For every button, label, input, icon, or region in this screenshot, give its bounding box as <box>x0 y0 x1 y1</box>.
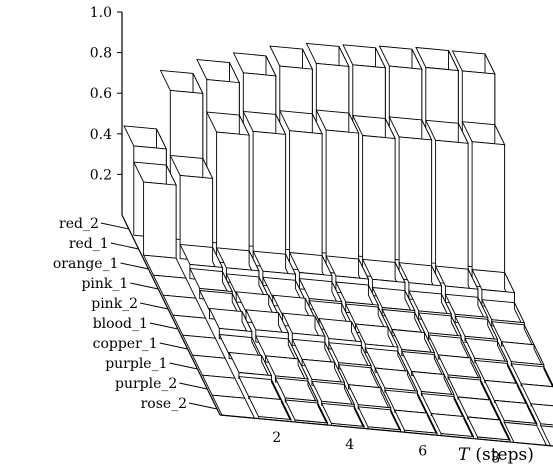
bar-3d <box>425 119 469 286</box>
bar-front <box>325 129 360 276</box>
bar-3d <box>315 109 360 276</box>
bar-front <box>362 135 396 280</box>
x-axis-label: T (steps) <box>458 445 534 465</box>
bar-front <box>398 136 433 283</box>
bar-3d <box>206 111 250 266</box>
bar-front <box>216 131 250 266</box>
row-label: red_2 <box>59 216 99 232</box>
bar-top <box>152 274 197 299</box>
row-label: pink_1 <box>81 276 128 292</box>
row-tick-mark <box>110 242 139 250</box>
bar-3d <box>152 274 197 299</box>
row-tick-mark <box>100 222 129 230</box>
bar-top <box>162 294 207 319</box>
bar-3d <box>361 258 406 300</box>
row-tick-mark <box>120 262 149 270</box>
bar-top <box>142 254 187 279</box>
bar-3d <box>242 110 287 269</box>
bar-top <box>201 374 246 399</box>
bar-3d <box>201 374 246 399</box>
bar-side <box>543 366 553 389</box>
bar-top <box>172 314 217 339</box>
bar-top <box>539 425 553 447</box>
bar-3d <box>357 406 402 433</box>
bar-3d <box>162 294 207 319</box>
bar-3d <box>211 394 256 419</box>
row-tick-mark <box>189 402 218 410</box>
bar-front <box>289 130 323 273</box>
bar-top <box>191 354 236 379</box>
z-tick-label: 0.4 <box>90 127 112 143</box>
bar-top <box>182 334 226 359</box>
z-tick-label: 0.8 <box>90 46 112 62</box>
row-label: rose_2 <box>141 396 188 412</box>
row-label: purple_2 <box>115 376 177 392</box>
bar-front <box>143 181 177 259</box>
bar-3d <box>279 110 323 273</box>
bar-3d <box>493 399 538 426</box>
bar-3d <box>191 354 236 379</box>
bar-top <box>510 363 553 388</box>
bar-3d <box>142 254 187 279</box>
row-tick-mark <box>140 302 169 310</box>
x-tick-label: 6 <box>418 444 427 460</box>
bar-3d <box>466 416 511 443</box>
z-tick-label: 1.0 <box>90 5 112 21</box>
row-tick-mark <box>159 342 188 350</box>
bar-top <box>520 383 553 407</box>
z-tick-label: 0.2 <box>90 167 112 183</box>
bar-3d <box>352 114 396 280</box>
bar-3d <box>264 355 309 386</box>
bar-front <box>435 139 469 286</box>
x-tick-label: 2 <box>272 430 281 446</box>
bar-3d <box>133 161 177 259</box>
bar-3d <box>393 409 438 436</box>
x-tick-label: 4 <box>345 437 354 453</box>
bar-3d <box>172 314 217 339</box>
row-tick-mark <box>169 362 198 370</box>
row-label: red_1 <box>69 236 109 252</box>
time-axis-line <box>219 414 553 447</box>
bar-3d <box>539 425 553 447</box>
bars-group <box>123 42 553 447</box>
bar-3d <box>410 370 455 400</box>
row-tick-mark <box>149 322 178 330</box>
x-tick-label: 8 <box>491 451 500 467</box>
bar-front <box>471 141 506 290</box>
row-label: purple_1 <box>105 356 167 372</box>
row-label: orange_1 <box>53 256 119 272</box>
row-label: copper_1 <box>93 336 158 352</box>
bar-front <box>540 423 553 428</box>
bar-front <box>252 130 287 269</box>
bar-3d <box>182 334 226 359</box>
back-axis-group: 0.2 0.4 0.6 0.8 1.0 <box>90 5 123 215</box>
row-label: pink_2 <box>91 296 138 312</box>
bar-3d <box>169 154 214 263</box>
axis-labels-group: red_2 red_1 orange_1 pink_1 pink_2 blood_1cop… <box>53 214 553 467</box>
row-tick-mark <box>179 382 208 390</box>
row-tick-mark <box>130 282 159 290</box>
row-label: blood_1 <box>93 316 148 332</box>
bar-top <box>211 394 256 419</box>
row-axis-line <box>121 214 221 416</box>
z-tick-label: 0.6 <box>90 86 112 102</box>
bar-3d <box>483 379 528 406</box>
